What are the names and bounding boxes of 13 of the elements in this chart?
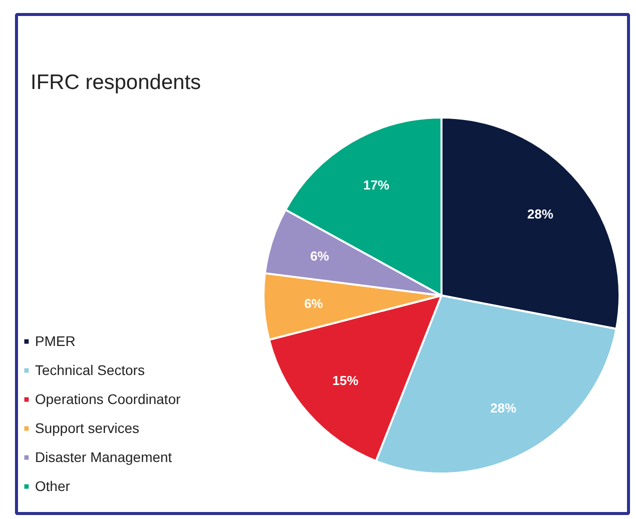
data-label: 15%	[332, 372, 359, 388]
data-label: 6%	[310, 248, 330, 264]
data-label: 28%	[527, 206, 554, 222]
legend-label: PMER	[35, 333, 76, 349]
legend-label: Other	[35, 478, 70, 494]
chart-title: IFRC respondents	[30, 71, 201, 94]
data-label: 6%	[304, 296, 324, 312]
legend-label: Technical Sectors	[35, 362, 145, 378]
legend-label: Support services	[35, 420, 140, 436]
data-label: 28%	[490, 400, 517, 416]
legend-label: Disaster Management	[35, 449, 172, 465]
legend-label: Operations Coordinator	[35, 391, 181, 407]
data-label: 17%	[363, 178, 390, 193]
